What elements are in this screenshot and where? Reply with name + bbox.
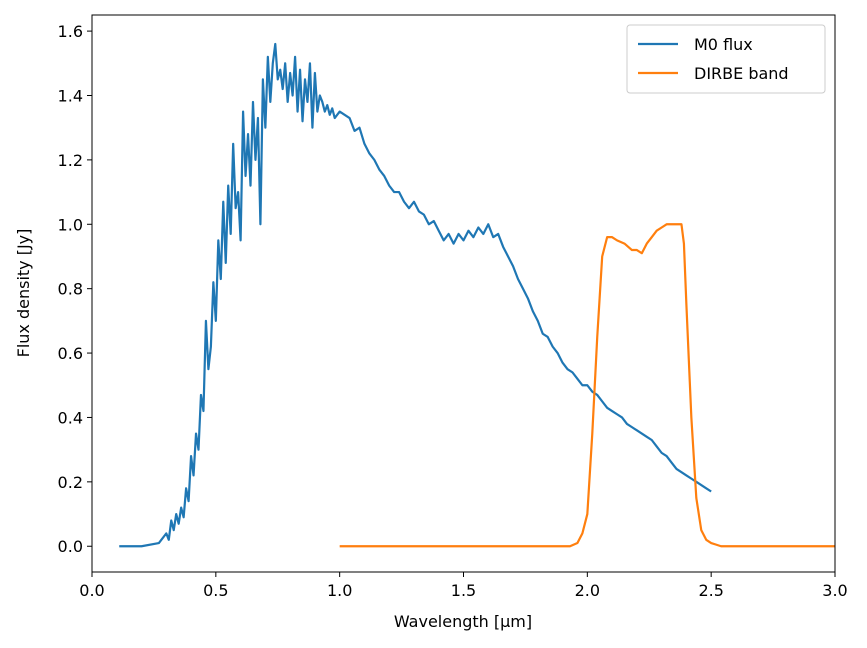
y-tick-label: 0.6 xyxy=(58,344,83,363)
y-tick-label: 0.0 xyxy=(58,537,83,556)
x-tick-label: 2.0 xyxy=(575,581,600,600)
y-tick-label: 0.4 xyxy=(58,408,83,427)
legend-label-m0-flux: M0 flux xyxy=(694,35,753,54)
y-axis-label: Flux density [Jy] xyxy=(14,229,33,358)
series-line-dirbe-band xyxy=(339,223,835,548)
x-tick-label: 1.0 xyxy=(327,581,352,600)
x-tick-label: 1.5 xyxy=(451,581,476,600)
y-axis: 0.0 0.2 0.4 0.6 0.8 1.0 1.2 1.4 1.6 xyxy=(58,22,92,556)
x-axis-label: Wavelength [µm] xyxy=(394,612,532,631)
y-tick-label: 0.8 xyxy=(58,280,83,299)
x-tick-label: 0.5 xyxy=(203,581,228,600)
x-tick-label: 3.0 xyxy=(822,581,847,600)
x-tick-label: 2.5 xyxy=(698,581,723,600)
legend-label-dirbe-band: DIRBE band xyxy=(694,64,789,83)
plot-background xyxy=(92,15,835,572)
x-tick-label: 0.0 xyxy=(79,581,104,600)
legend: M0 flux DIRBE band xyxy=(626,24,826,94)
y-tick-label: 1.2 xyxy=(58,151,83,170)
legend-box xyxy=(626,24,826,94)
y-tick-label: 1.0 xyxy=(58,215,83,234)
series-line-m0-flux xyxy=(119,42,712,548)
y-tick-label: 1.4 xyxy=(58,86,83,105)
x-axis: 0.0 0.5 1.0 1.5 2.0 2.5 3.0 xyxy=(79,572,848,600)
series-layer xyxy=(119,42,835,548)
y-tick-label: 0.2 xyxy=(58,473,83,492)
y-tick-label: 1.6 xyxy=(58,22,83,41)
